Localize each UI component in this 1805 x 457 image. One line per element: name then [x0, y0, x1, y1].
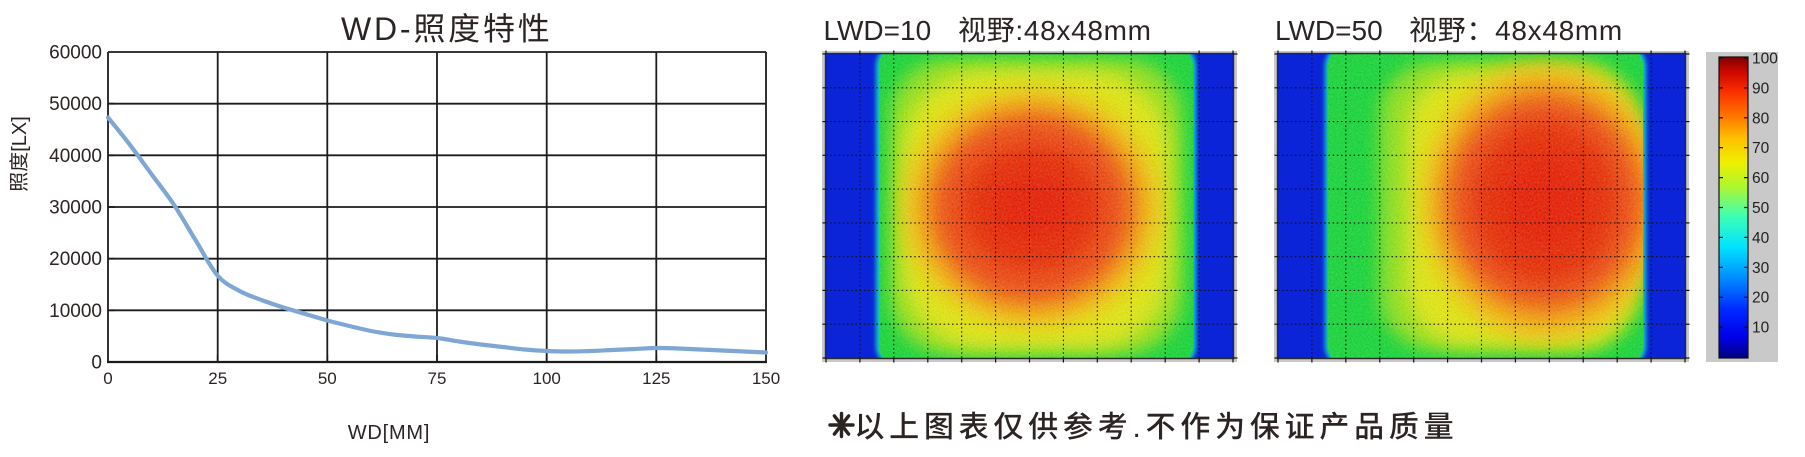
- svg-text:[LX]: [LX]: [9, 116, 31, 152]
- svg-text:90: 90: [1752, 80, 1770, 97]
- svg-text:60: 60: [1752, 170, 1770, 187]
- svg-text:.: .: [1133, 411, 1146, 444]
- svg-text:LWD=50: LWD=50: [1275, 15, 1383, 46]
- svg-text:25: 25: [208, 369, 227, 388]
- svg-text:50: 50: [1752, 200, 1770, 217]
- svg-text:50000: 50000: [49, 94, 102, 115]
- svg-text:50: 50: [318, 369, 337, 388]
- svg-text:100: 100: [533, 369, 561, 388]
- svg-text:125: 125: [642, 369, 670, 388]
- svg-text:LWD=10: LWD=10: [824, 15, 932, 46]
- svg-text::48x48mm: :48x48mm: [1015, 15, 1151, 46]
- svg-text:40: 40: [1752, 230, 1770, 247]
- svg-text:WD[MM]: WD[MM]: [348, 422, 431, 444]
- svg-text:80: 80: [1752, 110, 1770, 127]
- svg-text:0: 0: [103, 369, 112, 388]
- svg-text:70: 70: [1752, 140, 1770, 157]
- svg-text:40000: 40000: [49, 146, 102, 167]
- svg-text:0: 0: [91, 353, 102, 374]
- svg-text:30000: 30000: [49, 198, 102, 219]
- svg-text:75: 75: [428, 369, 447, 388]
- svg-text:20000: 20000: [49, 249, 102, 270]
- svg-text:150: 150: [752, 369, 780, 388]
- svg-text:100: 100: [1752, 51, 1778, 68]
- svg-text:WD-: WD-: [341, 11, 413, 47]
- svg-text:10: 10: [1752, 320, 1770, 337]
- svg-text:20: 20: [1752, 290, 1770, 307]
- svg-text:30: 30: [1752, 260, 1770, 277]
- svg-text:10000: 10000: [49, 301, 102, 322]
- svg-text:60000: 60000: [49, 43, 102, 64]
- svg-text:48x48mm: 48x48mm: [1495, 15, 1623, 46]
